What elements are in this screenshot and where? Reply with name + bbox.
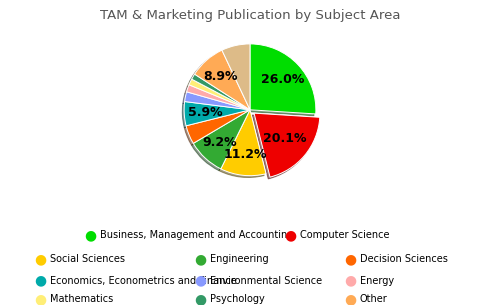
Text: ●: ● [194,274,206,288]
Wedge shape [184,102,250,126]
Text: 9.2%: 9.2% [202,136,237,149]
Wedge shape [189,79,250,110]
Wedge shape [184,92,250,110]
Text: 5.9%: 5.9% [188,106,222,119]
Text: Environmental Science: Environmental Science [210,276,322,285]
Text: Mathematics: Mathematics [50,294,113,304]
Text: Engineering: Engineering [210,254,268,264]
Text: ●: ● [194,252,206,266]
Wedge shape [221,110,266,176]
Text: Decision Sciences: Decision Sciences [360,254,448,264]
Text: Other: Other [360,294,388,304]
Text: ●: ● [344,292,356,305]
Wedge shape [186,110,250,143]
Text: ●: ● [34,274,46,288]
Text: Business, Management and Accounting: Business, Management and Accounting [100,230,294,240]
Text: 11.2%: 11.2% [224,148,267,161]
Text: ●: ● [34,252,46,266]
Wedge shape [222,44,250,110]
Wedge shape [192,74,250,110]
Text: ●: ● [344,252,356,266]
Wedge shape [250,44,316,114]
Text: ●: ● [344,274,356,288]
Text: Social Sciences: Social Sciences [50,254,125,264]
Text: Economics, Econometrics and Finance: Economics, Econometrics and Finance [50,276,237,285]
Text: 26.0%: 26.0% [261,73,304,86]
Title: TAM & Marketing Publication by Subject Area: TAM & Marketing Publication by Subject A… [100,9,400,22]
Text: 8.9%: 8.9% [203,70,237,83]
Wedge shape [254,113,320,177]
Wedge shape [186,85,250,110]
Text: Computer Science: Computer Science [300,230,390,240]
Text: ●: ● [34,292,46,305]
Text: ●: ● [84,228,96,242]
Text: 20.1%: 20.1% [262,132,306,145]
Text: ●: ● [194,292,206,305]
Wedge shape [194,50,250,110]
Text: Energy: Energy [360,276,394,285]
Text: Psychology: Psychology [210,294,265,304]
Text: ●: ● [284,228,296,242]
Wedge shape [194,110,250,169]
